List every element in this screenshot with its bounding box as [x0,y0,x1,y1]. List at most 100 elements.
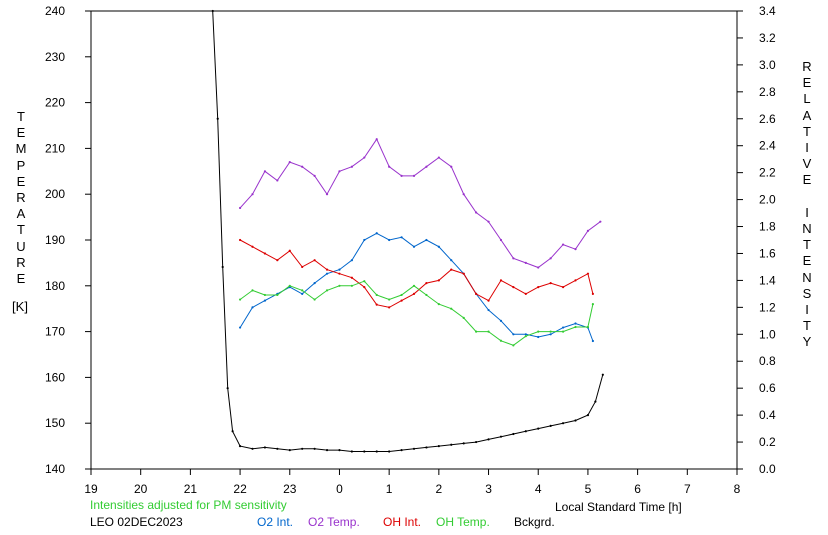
right-tick-label-5: 1.0 [759,327,776,341]
point-bckgrd-15 [363,450,366,453]
point-oh-temp-20 [487,330,490,333]
point-o2-int-6 [313,282,316,285]
right-tick-label-0: 0.0 [759,462,776,476]
point-oh-temp-5 [301,289,304,292]
series-line-bckgrd [212,10,604,452]
left-axis-label-letter-9: R [16,254,26,270]
point-o2-temp-18 [462,193,465,196]
point-oh-int-8 [338,272,341,275]
right-tick-label-12: 2.4 [759,139,776,153]
left-axis-label-letter-2: M [15,141,27,157]
point-oh-int-20 [487,299,490,302]
point-bckgrd-19 [412,447,416,450]
point-o2-temp-27 [574,248,577,251]
point-bckgrd-0 [211,9,214,13]
point-bckgrd-13 [338,449,341,452]
point-oh-int-14 [412,292,416,295]
x-tick-label-5: 0 [336,482,343,496]
point-o2-int-10 [363,238,366,242]
x-tick-label-9: 4 [535,482,542,496]
sensitivity-note: Intensities adjusted for PM sensitivity [90,498,287,512]
point-oh-temp-4 [288,284,291,287]
point-oh-temp-22 [512,344,515,347]
point-bckgrd-5 [238,445,242,448]
point-bckgrd-1 [216,117,219,120]
point-o2-int-9 [350,259,353,262]
point-o2-int-29 [591,339,594,343]
right-axis-label-letter-17: Y [802,334,812,350]
point-o2-temp-3 [276,179,279,182]
right-tick-label-9: 1.8 [759,220,776,234]
point-oh-temp-28 [586,325,590,329]
point-bckgrd-35 [601,373,604,376]
point-o2-int-16 [437,245,440,248]
point-bckgrd-23 [462,442,465,445]
right-axis-label-letter-15: I [805,302,809,317]
right-tick-label-17: 3.4 [759,4,776,18]
point-o2-temp-25 [549,257,552,260]
right-axis-label-letter-5: I [805,140,809,155]
point-bckgrd-12 [325,449,329,452]
point-oh-temp-7 [325,289,329,292]
point-o2-temp-24 [537,266,540,269]
point-bckgrd-4 [231,430,234,433]
point-bckgrd-6 [251,447,254,450]
point-oh-int-16 [437,279,440,282]
point-bckgrd-29 [537,427,540,430]
point-oh-int-3 [276,259,279,262]
left-tick-label-2: 160 [45,370,65,384]
point-bckgrd-22 [450,443,453,446]
x-tick-label-3: 22 [233,482,247,496]
point-o2-int-15 [425,238,428,242]
point-o2-temp-26 [561,243,565,246]
x-tick-label-7: 2 [436,482,443,496]
point-o2-temp-11 [375,138,378,141]
point-o2-int-1 [251,306,254,309]
point-bckgrd-18 [400,449,403,452]
right-tick-label-4: 0.8 [759,354,776,368]
point-bckgrd-31 [561,422,565,425]
right-tick-label-2: 0.4 [759,408,776,422]
point-o2-int-17 [450,259,453,262]
point-oh-int-6 [313,259,316,262]
right-tick-label-8: 1.6 [759,246,776,260]
left-tick-label-0: 140 [45,462,65,476]
left-axis-label-letter-5: R [16,190,26,205]
point-o2-int-8 [338,268,341,271]
point-oh-int-18 [462,272,465,275]
point-bckgrd-16 [375,450,378,453]
left-axis-label-letter-7: T [17,222,25,238]
left-tick-label-9: 230 [45,50,65,64]
point-oh-int-9 [350,276,353,279]
x-axis-label: Local Standard Time [h] [555,500,682,514]
point-o2-temp-12 [388,165,391,168]
point-o2-temp-17 [450,165,453,168]
x-tick-label-10: 5 [585,482,592,496]
point-o2-temp-8 [338,170,341,173]
left-axis-label-letter-1: E [16,125,26,141]
point-oh-int-27 [574,279,577,282]
right-tick-label-6: 1.2 [759,300,776,314]
legend-bckgrd: Bckgrd. [514,515,555,529]
point-o2-int-25 [549,333,552,336]
series-line-o2-int [239,232,594,342]
point-o2-int-14 [412,245,416,248]
point-bckgrd-10 [301,447,304,450]
point-oh-temp-14 [412,284,416,287]
point-o2-temp-9 [350,165,353,168]
point-bckgrd-25 [487,438,490,441]
point-oh-temp-11 [375,293,378,297]
point-oh-temp-10 [363,280,366,283]
point-o2-temp-16 [437,156,440,159]
right-axis-label-letter-1: E [802,75,812,91]
point-oh-int-22 [512,286,515,289]
point-oh-int-15 [425,282,428,285]
legend-oh-int: OH Int. [383,515,422,529]
point-o2-int-24 [537,335,540,339]
point-oh-int-24 [537,286,540,289]
point-oh-temp-6 [313,298,316,301]
right-axis-label-letter-3: A [802,107,812,123]
right-axis-label-letter-2: L [803,91,811,107]
point-bckgrd-8 [276,447,279,450]
